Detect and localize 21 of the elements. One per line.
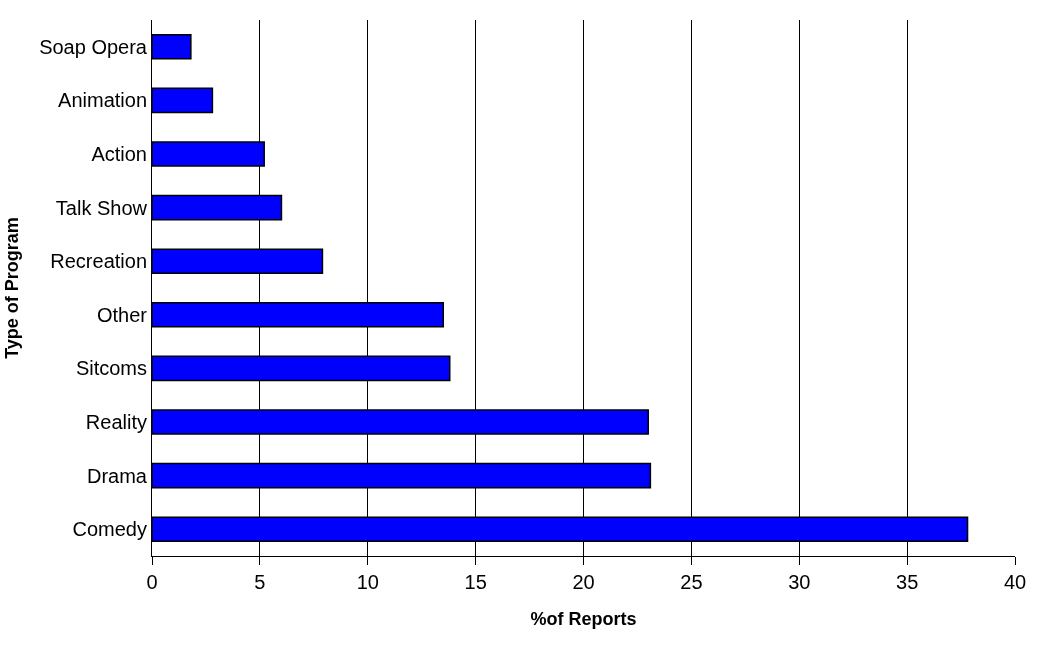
y-tick-label: Soap Opera <box>39 35 148 58</box>
x-tick-label: 30 <box>788 571 811 593</box>
y-tick-label: Animation <box>58 89 147 112</box>
y-tick-label: Action <box>91 143 147 165</box>
y-tick-label: Other <box>96 303 148 326</box>
y-axis-title: Type of Program <box>2 217 23 359</box>
y-tick-label: Talk Show <box>55 196 148 219</box>
x-tick-label: 15 <box>464 571 487 593</box>
x-tick-label: 5 <box>254 571 266 593</box>
y-tick-label: Reality <box>85 411 147 433</box>
x-tick-label: 10 <box>356 571 379 593</box>
y-tick-label: Comedy <box>72 518 147 541</box>
y-tick-label: Sitcoms <box>75 357 147 380</box>
y-tick-label: Recreation <box>50 250 147 273</box>
x-tick-label: 40 <box>1003 571 1027 593</box>
x-tick-label: 0 <box>146 571 158 593</box>
x-axis-title: %of Reports <box>530 609 637 630</box>
y-tick-label: Drama <box>86 464 148 487</box>
x-tick-label: 35 <box>896 571 919 593</box>
x-tick-label: 25 <box>680 571 703 593</box>
x-tick-label: 20 <box>572 571 595 593</box>
